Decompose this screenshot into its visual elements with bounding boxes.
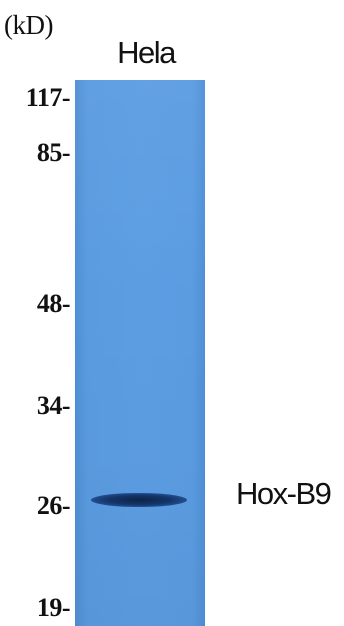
target-protein-label: Hox-B9 <box>236 476 332 511</box>
marker-85: 85- <box>36 138 71 167</box>
lane-label-hela: Hela <box>117 35 176 70</box>
marker-34: 34- <box>36 391 71 420</box>
marker-19: 19- <box>36 593 71 622</box>
marker-117: 117- <box>25 83 71 112</box>
blot-lane <box>75 80 205 626</box>
marker-48: 48- <box>36 289 71 318</box>
unit-label: (kD) <box>4 10 53 40</box>
protein-band <box>91 493 187 507</box>
marker-26: 26- <box>36 491 71 520</box>
